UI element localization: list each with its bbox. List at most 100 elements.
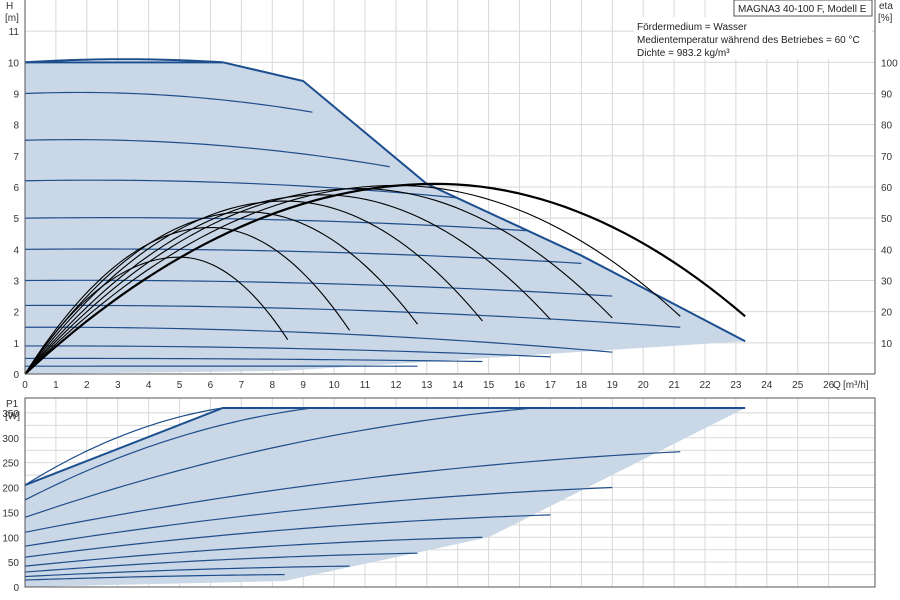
power-curve	[24, 573, 285, 581]
power-curve	[24, 407, 223, 486]
power-tick-label: 0	[13, 583, 19, 594]
flow-tick-label: 9	[300, 380, 306, 391]
eta-tick-label: 30	[881, 277, 893, 288]
flow-tick-label: 21	[669, 380, 681, 391]
info-line-temperature: Medientemperatur während des Betriebes =…	[637, 35, 860, 46]
flow-tick-label: 25	[792, 380, 804, 391]
flow-tick-label: 14	[452, 380, 464, 391]
flow-tick-label: 23	[730, 380, 742, 391]
head-axis-unit: [m]	[5, 13, 19, 24]
flow-tick-label: 16	[514, 380, 526, 391]
power-chart-frame	[24, 397, 876, 588]
info-line-density: Dichte = 983.2 kg/m³	[637, 48, 730, 59]
flow-tick-label: 1	[53, 380, 59, 391]
head-tick-label: 4	[13, 245, 19, 256]
efficiency-curve	[24, 226, 350, 375]
flow-tick-label: 26	[823, 380, 835, 391]
head-curves	[24, 58, 681, 367]
power-curve	[24, 451, 681, 533]
eta-tick-label: 40	[881, 245, 893, 256]
eta-tick-label: 80	[881, 121, 893, 132]
head-curve	[24, 248, 582, 264]
flow-tick-label: 11	[360, 380, 371, 391]
flow-tick-label: 17	[545, 380, 557, 391]
power-chart-axes: 0 50 100 150 200 250 300 350	[2, 397, 876, 594]
power-tick-label: 200	[2, 484, 19, 495]
eta-tick-label: 20	[881, 308, 893, 319]
eta-tick-label: 90	[881, 90, 893, 101]
head-tick-label: 2	[13, 308, 19, 319]
head-tick-label: 1	[13, 339, 19, 350]
head-envelope-line	[25, 61, 746, 343]
flow-tick-label: 7	[239, 380, 245, 391]
head-tick-label: 3	[13, 277, 19, 288]
head-curve	[24, 279, 613, 297]
flow-tick-label: 6	[208, 380, 214, 391]
head-tick-label: 0	[13, 370, 19, 381]
eta-tick-label: 10	[881, 339, 893, 350]
head-curve	[24, 139, 390, 168]
power-tick-label: 100	[2, 533, 19, 544]
head-curve	[24, 217, 526, 232]
power-axis-label: P1	[6, 399, 19, 410]
flow-tick-label: 13	[421, 380, 433, 391]
head-tick-label: 11	[9, 27, 20, 38]
head-chart-axes: 0 1 2 3 4 5 6 7 8 9 10 11 12 13 14 15 16 17 18 19 20 21 22 23 24…	[8, 0, 898, 391]
flow-tick-label: 15	[483, 380, 495, 391]
head-curve	[24, 357, 483, 363]
head-operating-area	[25, 61, 746, 374]
efficiency-curve	[24, 211, 418, 375]
power-curve	[24, 407, 313, 501]
efficiency-curve	[24, 182, 746, 375]
head-tick-label: 7	[13, 152, 19, 163]
head-curve	[24, 345, 551, 358]
flow-tick-label: 3	[115, 380, 121, 391]
title-box	[733, 0, 873, 17]
head-tick-label: 9	[13, 90, 19, 101]
eta-axis-label: eta	[879, 1, 893, 12]
flow-axis-label: Q	[833, 380, 841, 391]
flow-tick-label: 22	[699, 380, 711, 391]
power-curve	[24, 407, 536, 518]
eta-axis-unit: [%]	[878, 13, 893, 24]
head-area-fill	[25, 62, 746, 374]
head-curve	[24, 91, 313, 113]
power-curve	[24, 536, 483, 567]
head-tick-label: 8	[13, 121, 19, 132]
eta-tick-label: 70	[881, 152, 893, 163]
efficiency-curve	[24, 184, 681, 375]
flow-tick-label: 10	[329, 380, 341, 391]
efficiency-curves	[24, 182, 746, 375]
power-area-fill	[25, 407, 746, 587]
power-tick-label: 50	[8, 558, 20, 569]
flow-tick-label: 0	[22, 380, 28, 391]
power-curve	[24, 552, 418, 573]
head-curve	[24, 58, 223, 64]
eta-tick-label: 60	[881, 183, 893, 194]
power-curves	[24, 407, 681, 581]
info-line-medium: Fördermedium = Wasser	[637, 22, 748, 33]
power-curve	[24, 486, 613, 547]
power-tick-label: 150	[2, 508, 19, 519]
power-operating-area	[24, 406, 746, 587]
chart-title: MAGNA3 40-100 F, Modell E	[738, 4, 867, 15]
flow-tick-label: 8	[269, 380, 275, 391]
head-tick-label: 5	[13, 214, 19, 225]
flow-tick-label: 2	[84, 380, 90, 391]
power-tick-label: 250	[2, 459, 19, 470]
flow-tick-label: 18	[576, 380, 588, 391]
flow-tick-label: 5	[177, 380, 183, 391]
flow-tick-label: 12	[390, 380, 402, 391]
power-tick-label: 300	[2, 434, 19, 445]
head-tick-label: 10	[8, 58, 20, 69]
flow-tick-label: 4	[146, 380, 152, 391]
power-curve	[24, 514, 551, 558]
flow-tick-label: 24	[761, 380, 773, 391]
head-axis-label: H	[6, 1, 13, 12]
head-curve	[24, 179, 458, 199]
power-curve	[24, 565, 350, 578]
power-tick-label: 350	[2, 409, 19, 420]
flow-axis-unit: [m³/h]	[843, 380, 869, 391]
head-tick-label: 6	[13, 183, 19, 194]
